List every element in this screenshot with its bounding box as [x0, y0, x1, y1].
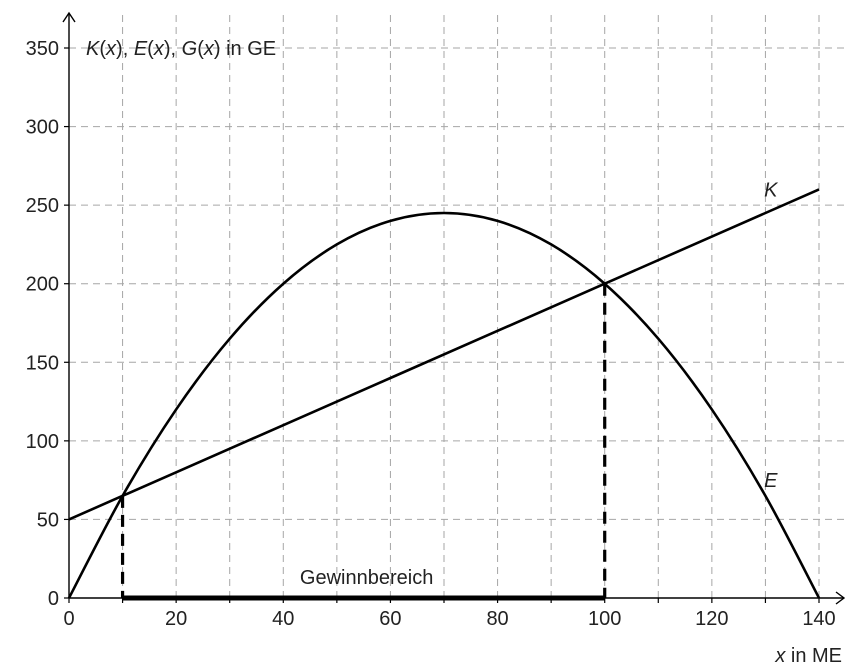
series-label-k: K [764, 179, 779, 201]
y-title-x-2: x [153, 38, 165, 60]
y-title-open-3: ( [197, 38, 204, 60]
y-title-g: G [182, 38, 198, 60]
x-tick-label: 0 [63, 608, 74, 630]
annotations [120, 283, 607, 601]
y-axis-arrow [62, 11, 76, 23]
x-axis-arrow [835, 591, 845, 605]
x-title-var: x [774, 645, 786, 666]
y-tick-label: 250 [26, 195, 59, 217]
y-title-close-3: ) [214, 38, 221, 60]
y-tick-label: 0 [48, 588, 59, 610]
y-title-open-1: ( [99, 38, 106, 60]
y-title-close-2: ) [164, 38, 171, 60]
y-title-x-1: x [105, 38, 117, 60]
y-title-e: E [134, 38, 148, 60]
y-title-open-2: ( [147, 38, 154, 60]
y-title-k: K [86, 38, 101, 60]
y-tick-label: 350 [26, 38, 59, 60]
axes [62, 11, 845, 605]
y-tick-label: 300 [26, 117, 59, 139]
y-axis-title: K(x), E(x), G(x) in GE [86, 38, 276, 60]
y-tick-label: 150 [26, 352, 59, 374]
x-axis-title: x in ME [774, 645, 842, 666]
x-tick-label: 120 [695, 608, 728, 630]
y-title-sep-1: , [123, 38, 134, 60]
y-tick-label: 100 [26, 431, 59, 453]
x-tick-label: 80 [486, 608, 508, 630]
x-tick-label: 60 [379, 608, 401, 630]
gewinnbereich-label: Gewinnbereich [300, 567, 433, 589]
y-title-close-1: ) [116, 38, 123, 60]
x-tick-label: 100 [588, 608, 621, 630]
grid-lines [69, 14, 845, 598]
series-e-curve [67, 211, 821, 599]
series-k-line [68, 188, 820, 521]
y-tick-label: 50 [37, 509, 59, 531]
y-tick-label: 200 [26, 274, 59, 296]
x-tick-label: 20 [165, 608, 187, 630]
curves [67, 188, 821, 599]
series-label-e: E [764, 470, 778, 492]
x-tick-label: 140 [802, 608, 835, 630]
y-title-x-3: x [203, 38, 215, 60]
x-title-unit: in ME [785, 645, 842, 666]
x-tick-label: 40 [272, 608, 294, 630]
y-title-sep-2: , [171, 38, 182, 60]
y-title-unit: in GE [221, 38, 277, 60]
